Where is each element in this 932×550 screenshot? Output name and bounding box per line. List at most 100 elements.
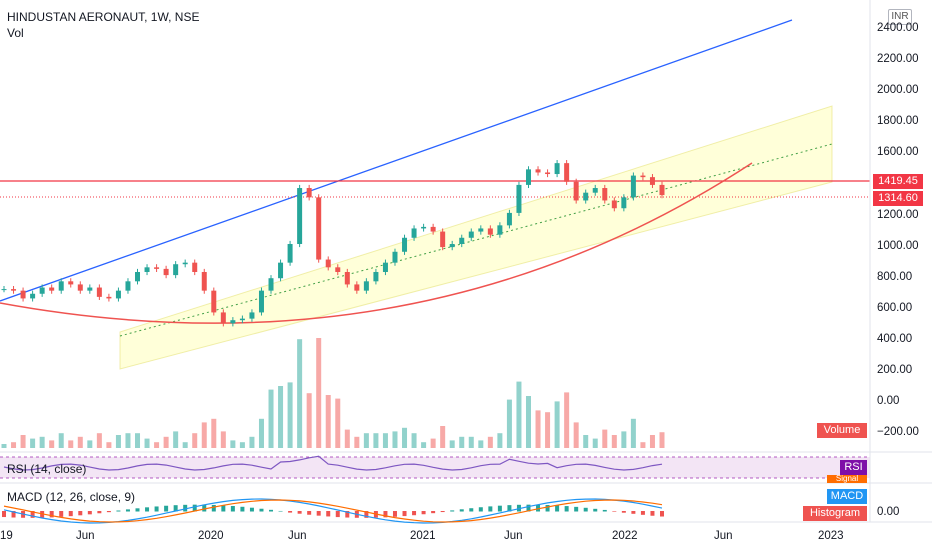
macd-histogram-bar bbox=[536, 504, 541, 512]
volume-bar bbox=[440, 426, 446, 448]
macd-histogram-bar bbox=[478, 507, 483, 512]
candle bbox=[163, 268, 169, 276]
candle bbox=[430, 226, 436, 232]
macd-tag: MACD bbox=[827, 489, 867, 504]
last-price-tag: 1314.60 bbox=[873, 191, 923, 206]
candle bbox=[182, 262, 188, 265]
candle bbox=[459, 237, 465, 244]
macd-histogram-bar bbox=[412, 511, 417, 516]
parallel-channel[interactable] bbox=[119, 105, 833, 370]
volume-bar bbox=[478, 440, 484, 448]
volume-bar bbox=[87, 440, 93, 448]
macd-histogram-bar bbox=[602, 509, 607, 512]
macd-histogram-bar bbox=[297, 511, 302, 514]
candle bbox=[77, 284, 83, 291]
macd-histogram-bar bbox=[345, 511, 350, 518]
candle bbox=[115, 290, 121, 299]
symbol-title[interactable]: HINDUSTAN AERONAUT, 1W, NSE bbox=[7, 10, 200, 24]
macd-histogram-bar bbox=[459, 509, 464, 512]
candle bbox=[564, 163, 570, 182]
volume-bar bbox=[77, 436, 83, 448]
candle bbox=[506, 212, 512, 226]
volume-bar bbox=[630, 418, 636, 448]
candle bbox=[201, 271, 207, 291]
macd-histogram-bar bbox=[326, 511, 331, 517]
volume-bar bbox=[611, 435, 617, 448]
volume-bar bbox=[154, 442, 160, 448]
volume-bar bbox=[411, 433, 417, 448]
volume-bar bbox=[173, 431, 179, 448]
volume-bar bbox=[11, 442, 17, 448]
macd-histogram-bar bbox=[173, 505, 178, 512]
trend-line[interactable] bbox=[0, 19, 793, 302]
candle bbox=[220, 312, 226, 324]
candle bbox=[402, 237, 408, 252]
time-axis-tick: 2023 bbox=[818, 530, 844, 542]
candle bbox=[239, 318, 245, 321]
volume-bar bbox=[268, 389, 274, 448]
volume-bar bbox=[363, 433, 369, 448]
volume-bar bbox=[20, 435, 26, 448]
macd-histogram-bar bbox=[564, 506, 569, 512]
macd-histogram-bar bbox=[164, 505, 169, 512]
macd-histogram-bar bbox=[640, 511, 645, 515]
candle bbox=[306, 188, 312, 198]
macd-histogram-bar bbox=[583, 507, 588, 512]
price-axis-tick: 1000.00 bbox=[877, 239, 919, 252]
volume-bar bbox=[564, 392, 570, 448]
volume-bar bbox=[468, 436, 474, 448]
price-axis-tick: 800.00 bbox=[877, 270, 913, 283]
candle bbox=[573, 181, 579, 201]
volume-bar bbox=[287, 382, 293, 448]
volume-bar bbox=[344, 429, 350, 448]
time-axis-tick: 19 bbox=[0, 530, 13, 542]
candle bbox=[230, 320, 236, 324]
volume-bar bbox=[125, 433, 131, 448]
price-axis-tick: 400.00 bbox=[877, 333, 913, 345]
price-axis-tick: 2400.00 bbox=[877, 22, 919, 34]
time-axis-tick: 2021 bbox=[410, 530, 436, 542]
volume-label[interactable]: Vol bbox=[7, 26, 24, 40]
candle bbox=[659, 184, 665, 196]
candle bbox=[468, 231, 474, 238]
time-axis-tick: Jun bbox=[288, 530, 307, 542]
candle bbox=[440, 231, 446, 248]
volume-bar bbox=[525, 396, 531, 448]
candle bbox=[58, 281, 64, 291]
macd-histogram-bar bbox=[278, 510, 283, 512]
candle bbox=[421, 226, 427, 229]
candle bbox=[316, 197, 322, 260]
macd-label[interactable]: MACD (12, 26, close, 9) bbox=[7, 490, 136, 504]
signal-tag: Signal bbox=[827, 475, 867, 483]
macd-histogram-bar bbox=[364, 511, 369, 518]
rsi-label[interactable]: RSI (14, close) bbox=[7, 462, 87, 476]
price-axis-tick: −200.00 bbox=[877, 426, 919, 439]
candle bbox=[106, 296, 112, 299]
support-arc[interactable] bbox=[0, 162, 753, 324]
candle bbox=[354, 284, 360, 291]
time-axis-tick: Jun bbox=[76, 530, 95, 542]
candle bbox=[20, 290, 26, 299]
candle bbox=[525, 169, 531, 185]
macd-histogram-bar bbox=[78, 511, 83, 516]
macd-histogram-bar bbox=[431, 511, 436, 514]
volume-bar bbox=[459, 436, 465, 448]
macd-histogram-bar bbox=[402, 511, 407, 517]
macd-histogram-bar bbox=[335, 511, 340, 518]
candle bbox=[516, 184, 522, 213]
macd-histogram-bar bbox=[183, 504, 188, 512]
volume-bar bbox=[640, 442, 646, 448]
volume-bar bbox=[135, 433, 141, 448]
macd-histogram-bar bbox=[392, 511, 397, 517]
time-axis-tick: 2022 bbox=[612, 530, 638, 542]
candle bbox=[258, 290, 264, 313]
volume-bar bbox=[192, 433, 198, 448]
macd-histogram-bar bbox=[383, 511, 388, 518]
candle bbox=[297, 188, 303, 244]
volume-bar bbox=[68, 440, 74, 448]
candle bbox=[449, 244, 455, 248]
currency-button[interactable]: INR bbox=[888, 9, 912, 25]
volume-bar bbox=[39, 436, 45, 448]
volume-bar bbox=[506, 399, 512, 448]
